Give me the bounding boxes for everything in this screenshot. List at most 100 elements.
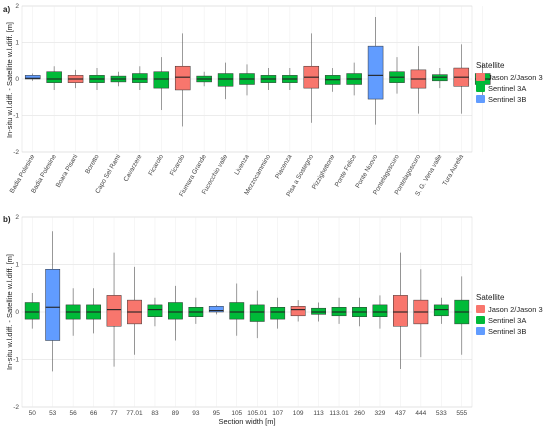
- box-15: [311, 302, 327, 322]
- box-21: [453, 44, 470, 114]
- legend-title: Satellite: [476, 61, 505, 70]
- legend-item: Jason 2/Jason 3: [476, 305, 543, 314]
- box-body: [311, 307, 327, 315]
- box-body: [208, 306, 224, 313]
- box-1: [24, 73, 41, 81]
- box-3: [65, 288, 81, 336]
- legend-label: Jason 2/Jason 3: [488, 305, 543, 314]
- x-tick-label: 113.01: [329, 410, 349, 417]
- box-19: [410, 46, 427, 114]
- box-5: [110, 71, 127, 87]
- panel-b-x-axis-title: Section width [m]: [218, 417, 275, 426]
- legend-swatch: [476, 316, 485, 324]
- x-tick-label: 105: [231, 410, 242, 417]
- x-tick-label: 444: [415, 410, 426, 417]
- box-4: [89, 68, 105, 90]
- box-body: [367, 45, 384, 100]
- panel-a-letter: a): [3, 5, 10, 14]
- y-tick-label: 2: [15, 3, 19, 10]
- x-tick-label: 93: [192, 410, 200, 417]
- legend-title: Satellite: [476, 293, 505, 302]
- box-body: [46, 71, 62, 83]
- box-body: [106, 295, 122, 327]
- x-tick-label: 105.01: [247, 410, 267, 417]
- box-13: [282, 68, 298, 90]
- legend-label: Sentinel 3A: [488, 84, 526, 93]
- box-17: [352, 297, 367, 327]
- panel-b: b) In-situ w.l.diff. - Satellite w.l.dif…: [3, 214, 473, 426]
- box-12: [260, 68, 277, 90]
- box-17: [367, 16, 384, 125]
- box-5: [106, 252, 122, 367]
- box-body: [174, 65, 191, 91]
- box-body: [249, 304, 265, 322]
- x-tick-label: 89: [172, 410, 180, 417]
- legend-swatch: [476, 305, 485, 313]
- panel-a-boxes: [24, 16, 491, 127]
- legend-item: Sentinel 3B: [476, 95, 526, 104]
- panel-a-y-axis-title: In-situ w.l.diff. - Satellite w.l.diff. …: [5, 22, 14, 138]
- legend-swatch: [476, 84, 485, 92]
- legend-label: Jason 2/Jason 3: [488, 73, 543, 82]
- y-tick-label: 1: [15, 262, 19, 269]
- x-tick-label: 95: [213, 410, 221, 417]
- x-tick-label: 437: [395, 410, 406, 417]
- legend-swatch: [476, 95, 485, 103]
- x-tick-label: 83: [151, 410, 159, 417]
- box-body: [168, 302, 183, 320]
- legend-item: Sentinel 3A: [476, 316, 526, 325]
- box-16: [331, 297, 347, 324]
- box-body: [147, 304, 163, 317]
- panel-b-letter: b): [3, 215, 11, 224]
- y-tick-label: 0: [15, 76, 19, 83]
- box-12: [249, 290, 265, 339]
- legend-label: Sentinel 3B: [488, 327, 526, 336]
- x-tick-label: 555: [456, 410, 467, 417]
- box-10: [217, 62, 234, 100]
- y-tick-label: -2: [13, 149, 19, 156]
- box-body: [229, 302, 245, 320]
- box-11: [239, 64, 255, 96]
- panel-b-y-axis-title: In-situ w.l.diff. - Satellite w.l.diff. …: [5, 254, 14, 370]
- panel-b-y-ticks: -2 -1 0 1 2: [13, 214, 19, 411]
- box-body: [393, 295, 408, 327]
- box-body: [290, 306, 306, 317]
- y-tick-label: -1: [13, 357, 19, 364]
- legend-swatch: [476, 73, 485, 81]
- legend-panel-b: Satellite Jason 2/Jason 3 Sentinel 3A Se…: [476, 293, 543, 336]
- y-tick-label: 0: [15, 309, 19, 316]
- y-tick-label: -1: [13, 113, 19, 120]
- box-4: [86, 288, 101, 334]
- box-body: [433, 304, 449, 317]
- box-6: [127, 266, 142, 355]
- y-tick-label: 2: [15, 214, 19, 221]
- x-tick-label: 77.01: [126, 410, 143, 417]
- box-9: [188, 297, 204, 324]
- legend-item: Sentinel 3A: [476, 84, 526, 93]
- box-body: [24, 75, 41, 80]
- x-tick-label: 77: [110, 410, 118, 417]
- box-16: [346, 62, 362, 96]
- box-14: [303, 33, 320, 123]
- x-tick-label: 113: [313, 410, 324, 417]
- box-body: [270, 307, 286, 320]
- x-tick-label: 109: [293, 410, 304, 417]
- box-15: [324, 68, 341, 92]
- box-1: [24, 293, 40, 329]
- box-11: [229, 283, 245, 336]
- legend-panel-a: Satellite Jason 2/Jason 3 Sentinel 3A Se…: [476, 61, 543, 104]
- legend-label: Sentinel 3B: [488, 95, 526, 104]
- box-20: [432, 68, 448, 89]
- panel-a-y-ticks: -2 -1 0 1 2: [13, 3, 19, 156]
- box-9: [196, 71, 212, 87]
- box-body: [372, 304, 388, 317]
- box-body: [45, 269, 61, 341]
- box-18: [389, 57, 405, 94]
- y-tick-label: -2: [13, 404, 19, 411]
- x-tick-label: 107: [272, 410, 283, 417]
- box-8: [174, 33, 191, 127]
- box-22: [454, 276, 470, 355]
- x-tick-label: 56: [70, 410, 78, 417]
- box-body: [24, 302, 40, 320]
- x-tick-label: 260: [354, 410, 365, 417]
